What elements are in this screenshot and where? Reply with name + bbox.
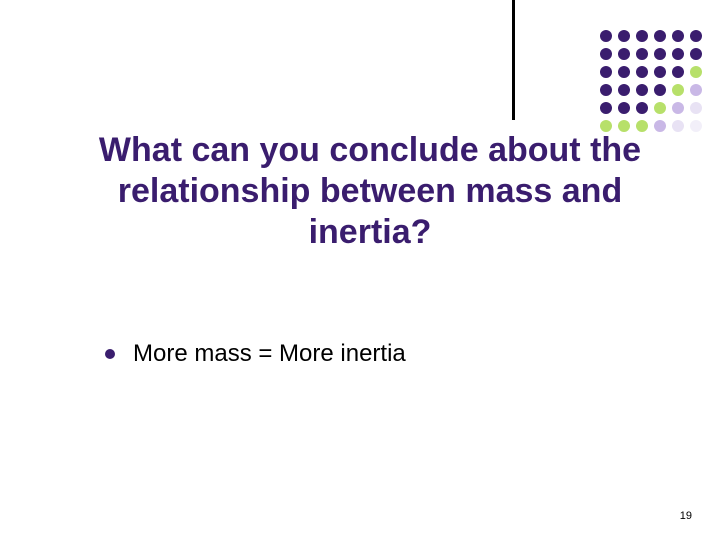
dot-row [600, 66, 702, 78]
dot-icon [690, 30, 702, 42]
dot-icon [618, 84, 630, 96]
dot-row [600, 84, 702, 96]
bullet-item: More mass = More inertia [105, 340, 640, 368]
dot-icon [654, 48, 666, 60]
dot-icon [672, 120, 684, 132]
dot-icon [672, 66, 684, 78]
dot-icon [672, 102, 684, 114]
dot-icon [636, 102, 648, 114]
dot-icon [654, 30, 666, 42]
dot-icon [690, 48, 702, 60]
slide: What can you conclude about the relation… [0, 0, 720, 540]
dot-icon [600, 66, 612, 78]
dot-icon [672, 30, 684, 42]
dot-icon [600, 48, 612, 60]
bullet-text: More mass = More inertia [133, 340, 406, 368]
page-number: 19 [680, 510, 692, 522]
dot-row [600, 48, 702, 60]
dot-icon [672, 84, 684, 96]
bullet-area: More mass = More inertia [105, 340, 640, 368]
dot-icon [600, 102, 612, 114]
dot-decoration [600, 30, 702, 138]
dot-icon [654, 102, 666, 114]
dot-icon [690, 84, 702, 96]
dot-icon [690, 66, 702, 78]
dot-row [600, 30, 702, 42]
accent-bar [512, 0, 515, 120]
bullet-dot-icon [105, 349, 115, 359]
dot-icon [636, 30, 648, 42]
dot-icon [618, 66, 630, 78]
dot-icon [618, 102, 630, 114]
dot-icon [636, 84, 648, 96]
dot-icon [636, 48, 648, 60]
dot-icon [672, 48, 684, 60]
dot-icon [618, 48, 630, 60]
dot-icon [600, 30, 612, 42]
dot-icon [600, 84, 612, 96]
dot-row [600, 102, 702, 114]
dot-icon [690, 102, 702, 114]
dot-icon [654, 66, 666, 78]
dot-icon [690, 120, 702, 132]
dot-icon [636, 66, 648, 78]
dot-icon [618, 30, 630, 42]
slide-title: What can you conclude about the relation… [80, 130, 660, 252]
dot-icon [654, 84, 666, 96]
